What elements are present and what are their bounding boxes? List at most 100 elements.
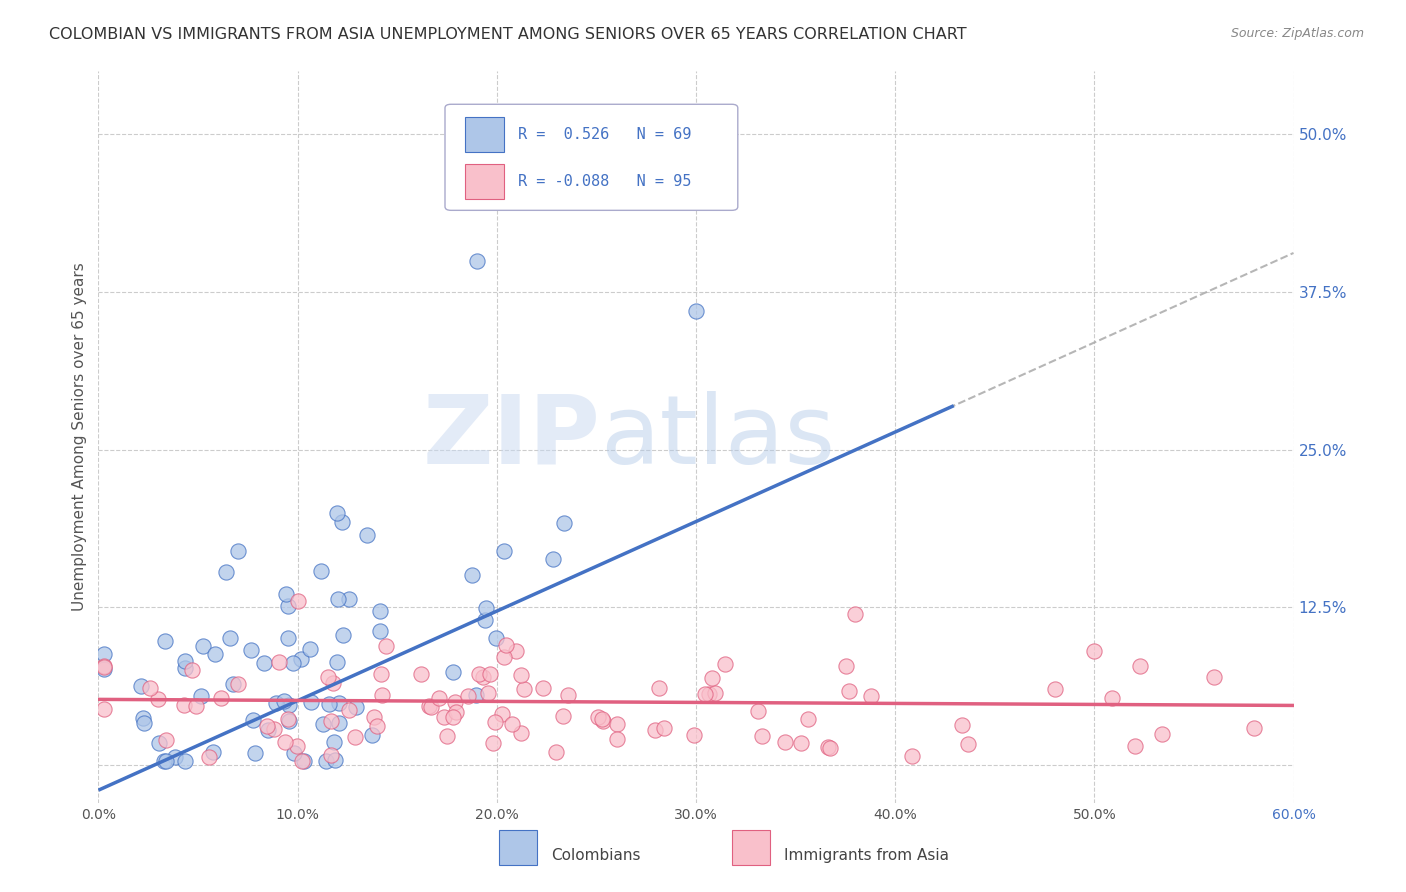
Point: [93, 659, 115, 673]
Point: [337, 592, 360, 607]
Point: [1101, 691, 1123, 706]
Point: [321, 747, 343, 762]
Point: [299, 695, 322, 709]
Point: [1202, 670, 1225, 684]
Point: [274, 587, 297, 601]
Point: [546, 745, 568, 759]
Point: [363, 709, 385, 723]
Point: [368, 624, 391, 638]
Point: [644, 723, 666, 737]
Point: [256, 718, 278, 732]
Point: [198, 750, 221, 764]
Point: [374, 639, 396, 653]
Point: [222, 676, 245, 690]
Y-axis label: Unemployment Among Seniors over 65 years: Unemployment Among Seniors over 65 years: [72, 263, 87, 611]
Point: [323, 753, 346, 767]
Point: [484, 714, 506, 729]
Point: [273, 693, 295, 707]
Point: [264, 697, 287, 711]
Point: [283, 746, 305, 760]
Point: [472, 670, 495, 684]
Point: [900, 748, 922, 763]
Point: [606, 731, 628, 746]
Point: [202, 745, 225, 759]
Point: [441, 710, 464, 724]
Point: [278, 714, 301, 729]
Point: [328, 696, 350, 710]
Point: [482, 736, 505, 750]
Point: [541, 552, 564, 566]
Point: [370, 667, 392, 681]
Point: [243, 746, 266, 760]
Point: [174, 654, 197, 668]
Point: [337, 703, 360, 717]
Point: [146, 692, 169, 706]
Point: [444, 695, 467, 709]
Point: [273, 734, 295, 748]
Point: [685, 304, 707, 318]
Bar: [465, 163, 503, 199]
Point: [226, 543, 249, 558]
Point: [409, 667, 432, 681]
Point: [461, 568, 484, 582]
Point: [315, 754, 337, 768]
Point: [287, 594, 309, 608]
Point: [285, 739, 308, 753]
Point: [316, 670, 339, 684]
Point: [505, 644, 527, 658]
Point: [457, 690, 479, 704]
Point: [477, 686, 499, 700]
Text: R = -0.088   N = 95: R = -0.088 N = 95: [517, 174, 692, 189]
Point: [441, 665, 464, 679]
Bar: [465, 117, 503, 153]
Point: [328, 716, 350, 731]
Point: [697, 687, 720, 701]
Point: [93, 702, 115, 716]
Point: [512, 681, 534, 696]
Point: [319, 714, 342, 728]
Point: [817, 739, 839, 754]
Point: [557, 688, 579, 702]
Point: [277, 599, 299, 613]
Point: [163, 750, 186, 764]
Point: [693, 687, 716, 701]
Point: [361, 728, 384, 742]
Point: [209, 690, 232, 705]
Point: [510, 726, 533, 740]
Point: [173, 698, 195, 712]
Point: [419, 700, 441, 714]
Point: [181, 663, 204, 677]
Point: [860, 689, 883, 703]
Point: [256, 723, 278, 738]
Point: [138, 681, 160, 695]
Point: [1243, 721, 1265, 735]
Point: [93, 647, 115, 661]
Point: [173, 754, 195, 768]
Point: [418, 698, 440, 713]
Point: [366, 719, 388, 733]
Text: Colombians: Colombians: [551, 848, 641, 863]
Point: [433, 710, 456, 724]
Point: [368, 604, 391, 618]
Text: R =  0.526   N = 69: R = 0.526 N = 69: [517, 128, 692, 143]
Point: [309, 564, 332, 578]
Point: [253, 656, 276, 670]
Point: [277, 632, 299, 646]
Point: [796, 712, 818, 726]
Point: [323, 735, 346, 749]
Point: [1043, 682, 1066, 697]
Point: [1083, 644, 1105, 658]
Point: [277, 712, 299, 726]
Point: [290, 652, 312, 666]
Point: [553, 709, 575, 723]
Point: [492, 649, 515, 664]
Point: [553, 516, 575, 531]
Point: [588, 710, 610, 724]
Point: [751, 729, 773, 743]
Point: [93, 660, 115, 674]
Point: [190, 689, 212, 703]
Point: [478, 666, 501, 681]
Point: [820, 741, 842, 756]
Point: [269, 656, 291, 670]
Point: [174, 661, 197, 675]
